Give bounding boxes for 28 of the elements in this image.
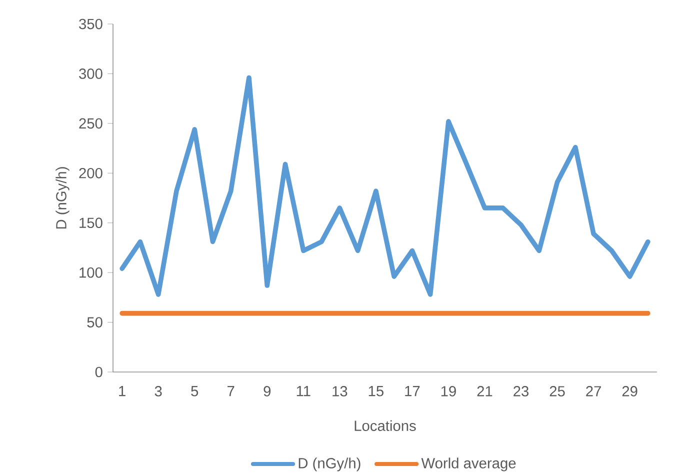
x-tick-label: 13 bbox=[332, 386, 348, 396]
legend-label: D (nGy/h) bbox=[298, 458, 360, 472]
line-series bbox=[120, 75, 650, 297]
x-tick-label: 9 bbox=[264, 386, 271, 396]
y-tick-label: 250 bbox=[79, 118, 102, 129]
x-tick-label: 21 bbox=[477, 386, 492, 396]
y-tick-label: 0 bbox=[95, 366, 102, 378]
y-axis-title: D (nGy/h) bbox=[56, 167, 70, 229]
y-tick-label: 300 bbox=[79, 68, 102, 79]
legend-label: World average bbox=[421, 458, 516, 472]
x-tick-label: 3 bbox=[154, 386, 162, 396]
x-axis-title: Locations bbox=[354, 420, 416, 432]
x-tick-label: 1 bbox=[119, 386, 126, 396]
y-tick-label: 150 bbox=[80, 218, 102, 228]
x-tick-label: 7 bbox=[228, 386, 234, 396]
x-tick-label: 15 bbox=[368, 386, 384, 396]
y-tick-label: 50 bbox=[87, 317, 102, 328]
y-tick-label: 200 bbox=[79, 168, 102, 178]
x-tick-label: 23 bbox=[514, 386, 528, 396]
x-tick-label: 11 bbox=[296, 386, 310, 396]
y-tick-label: 350 bbox=[79, 18, 102, 30]
x-tick-label: 25 bbox=[550, 386, 565, 396]
y-tick-label: 100 bbox=[80, 267, 102, 278]
x-tick-label: 19 bbox=[441, 386, 456, 396]
x-tick-label: 27 bbox=[586, 386, 601, 396]
x-tick-label: 5 bbox=[191, 386, 198, 396]
x-tick-label: 17 bbox=[405, 386, 420, 396]
x-tick-label: 29 bbox=[622, 386, 638, 396]
